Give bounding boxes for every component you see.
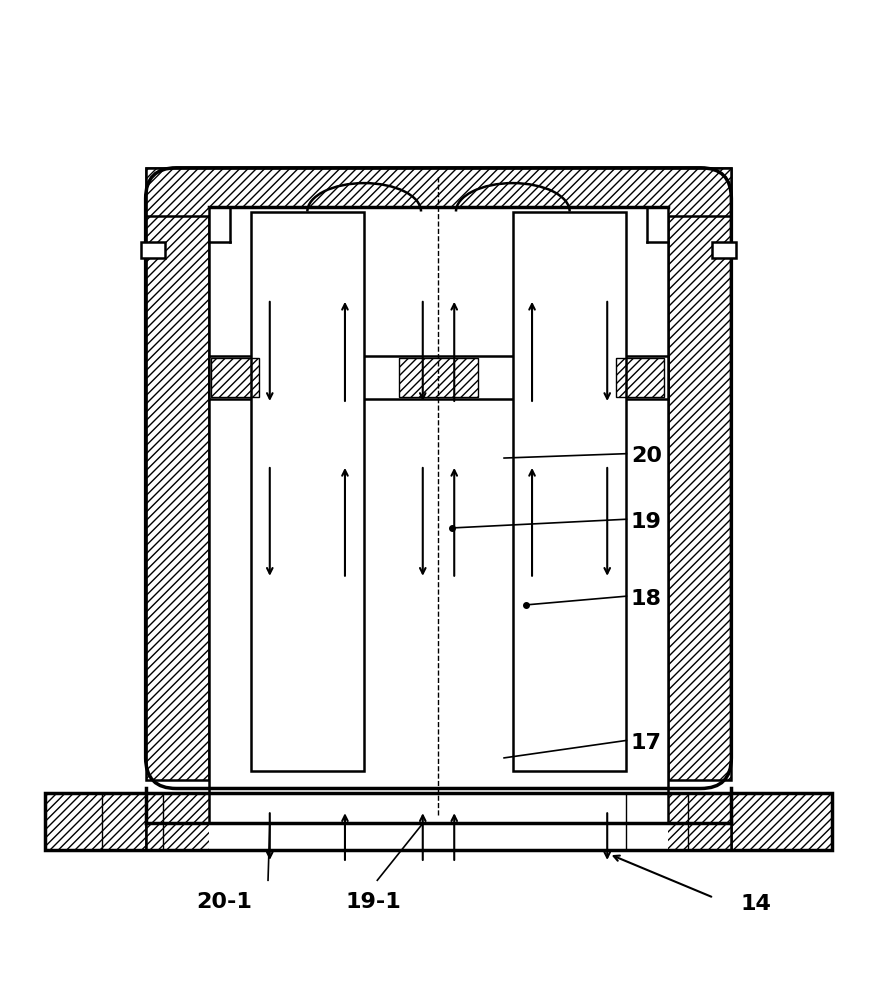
Bar [399,358,478,397]
Bar [141,242,165,258]
Bar [513,212,626,771]
Bar [146,168,731,216]
Text: 19-1: 19-1 [345,892,401,912]
Bar [146,168,209,780]
Bar [731,793,832,850]
Text: 19: 19 [631,512,662,532]
Bar [399,358,478,397]
Bar [45,793,146,850]
Bar [251,212,364,771]
Bar [712,242,736,258]
Bar [668,168,731,780]
Text: 20-1: 20-1 [196,892,253,912]
Bar [146,168,209,780]
Bar [668,168,731,780]
Text: 17: 17 [631,733,662,753]
Bar [146,793,731,850]
Bar [209,207,668,823]
Bar [146,168,731,216]
Bar [146,793,209,850]
Text: 20: 20 [631,446,662,466]
Bar [668,793,731,850]
Bar [616,358,664,397]
Bar [211,358,260,397]
Bar [731,793,832,850]
Bar [616,358,664,397]
Bar [211,358,260,397]
Bar [45,793,146,850]
Bar [45,793,832,850]
Bar [209,356,668,399]
Text: 14: 14 [740,894,771,914]
Text: 18: 18 [631,589,662,609]
